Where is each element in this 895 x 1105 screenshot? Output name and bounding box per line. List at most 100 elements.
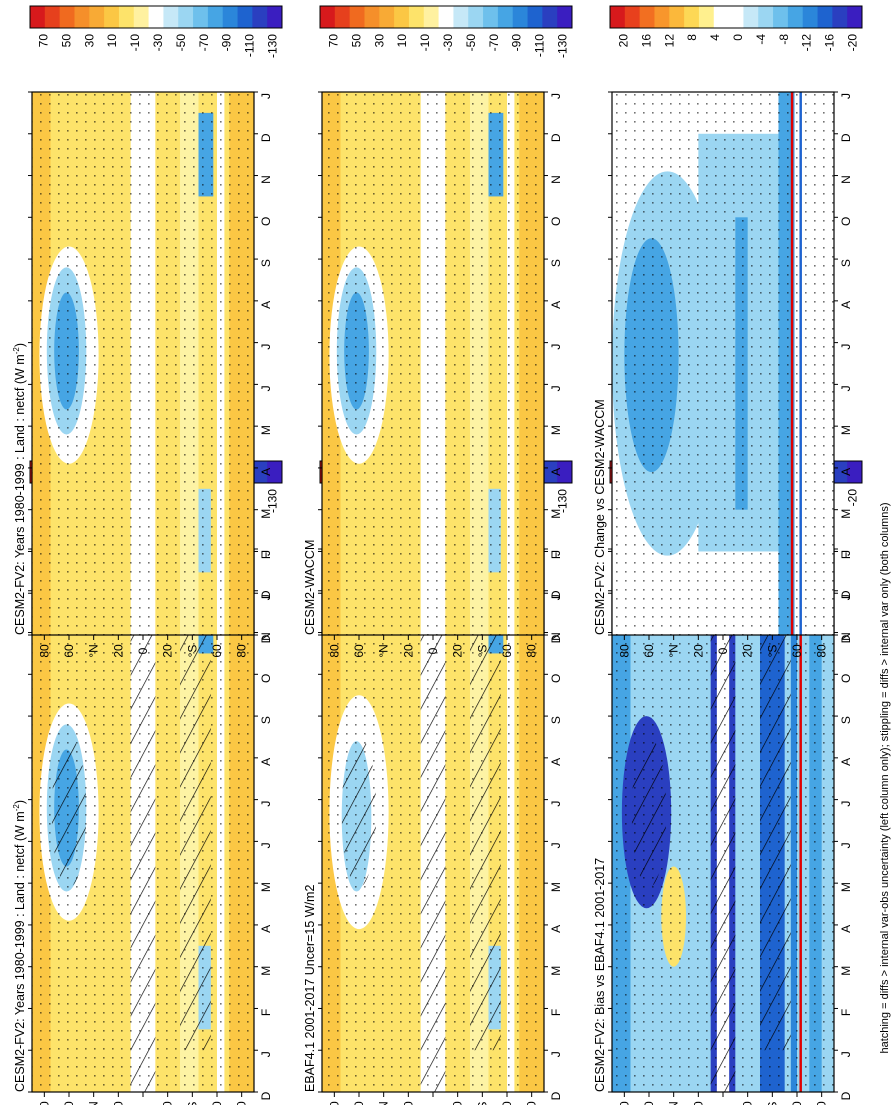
lat-tick-label: 60 bbox=[500, 1101, 514, 1105]
month-tick-label: S bbox=[259, 716, 273, 724]
lat-tick-label: 60 bbox=[642, 644, 656, 658]
colorbar-cell bbox=[74, 6, 89, 28]
month-tick-label: J bbox=[839, 842, 853, 848]
month-tick-label: F bbox=[259, 1009, 273, 1016]
figure: 80 60 °N 20 0 20 °S 60 80 D J F M A M J J A S O N D J CESM2-FV2… bbox=[0, 0, 895, 1105]
month-tick-label: J bbox=[549, 1051, 563, 1057]
colorbar-cell bbox=[320, 6, 335, 28]
lat-tick-label: 80 bbox=[37, 1101, 51, 1105]
lat-tick-label: 20 bbox=[401, 644, 415, 658]
colorbar-label: 8 bbox=[685, 34, 699, 41]
colorbar-cell bbox=[178, 6, 193, 28]
colorbar-cell bbox=[699, 6, 714, 28]
lat-tick-label: °S bbox=[185, 1102, 199, 1105]
month-tick-label: O bbox=[259, 674, 273, 683]
colorbar-cell bbox=[238, 6, 253, 28]
month-tick-label: S bbox=[839, 259, 853, 267]
colorbar-cell bbox=[208, 6, 223, 28]
colorbar-label: -110 bbox=[243, 34, 257, 57]
lat-tick-label: 20 bbox=[161, 644, 175, 658]
hatch-overlay bbox=[342, 737, 377, 887]
colorbar-label: 30 bbox=[372, 34, 386, 48]
lat-tick-label: 80 bbox=[525, 644, 539, 658]
colorbar-label: 30 bbox=[82, 34, 96, 48]
colorbar-cell bbox=[743, 6, 758, 28]
colorbar-label: -50 bbox=[174, 34, 188, 52]
month-tick-label: N bbox=[839, 175, 853, 184]
month-tick-label: O bbox=[839, 674, 853, 683]
month-tick-label: M bbox=[549, 509, 563, 519]
colorbar-label: 10 bbox=[395, 34, 409, 48]
colorbar-cell bbox=[267, 6, 282, 28]
month-tick-label: D bbox=[549, 634, 563, 643]
month-tick-label: S bbox=[839, 716, 853, 724]
colorbar-cell bbox=[714, 6, 729, 28]
month-tick-label: M bbox=[549, 425, 563, 435]
panel-title: CESM2-FV2: Years 1980-1999 : Land : netc… bbox=[12, 800, 27, 1092]
month-tick-label: J bbox=[839, 385, 853, 391]
colorbar-label: 50 bbox=[349, 34, 363, 48]
colorbar-label: 70 bbox=[36, 34, 50, 48]
lat-tick-label: 80 bbox=[235, 644, 249, 658]
panel_d-chart: 80 60 °N 20 0 20 °S 60 80DJFMAMJJASONDJCESM2-WAC… bbox=[303, 6, 572, 658]
lat-tick-label: 60 bbox=[500, 644, 514, 658]
colorbar-label: 16 bbox=[639, 34, 653, 48]
month-tick-label: A bbox=[549, 925, 563, 933]
month-tick-label: O bbox=[549, 217, 563, 226]
month-tick-label: J bbox=[259, 842, 273, 848]
month-tick-label: A bbox=[259, 468, 273, 476]
hatch-overlay bbox=[632, 737, 667, 887]
colorbar-label: 20 bbox=[616, 34, 630, 48]
month-tick-label: J bbox=[549, 842, 563, 848]
month-tick-label: A bbox=[839, 468, 853, 476]
colorbar-label: -16 bbox=[823, 34, 837, 52]
month-tick-label: D bbox=[259, 634, 273, 643]
colorbar-cell bbox=[424, 6, 439, 28]
lat-tick-label: 60 bbox=[210, 1101, 224, 1105]
colorbar-cell bbox=[350, 6, 365, 28]
month-tick-label: D bbox=[259, 133, 273, 142]
lat-tick-label: 80 bbox=[327, 644, 341, 658]
month-tick-label: J bbox=[259, 344, 273, 350]
month-tick-label: M bbox=[549, 966, 563, 976]
lat-tick-label: 60 bbox=[62, 1101, 76, 1105]
colorbar-cell bbox=[654, 6, 669, 28]
colorbar-cell bbox=[30, 6, 45, 28]
month-tick-label: J bbox=[549, 385, 563, 391]
colorbar-cell bbox=[788, 6, 803, 28]
month-tick-label: S bbox=[549, 259, 563, 267]
colorbar-cell bbox=[669, 6, 684, 28]
month-tick-label: M bbox=[259, 966, 273, 976]
month-tick-label: J bbox=[259, 594, 273, 600]
colorbar-cell bbox=[803, 6, 818, 28]
panel-title: EBAF4.1 2001-2017 Uncer=15 W/m2 bbox=[303, 885, 317, 1092]
lat-tick-label: 0 bbox=[426, 647, 440, 654]
lat-tick-label: °S bbox=[765, 1102, 779, 1105]
month-tick-label: J bbox=[259, 93, 273, 99]
colorbar-cell bbox=[60, 6, 75, 28]
month-tick-label: F bbox=[549, 1009, 563, 1016]
lat-tick-label: 60 bbox=[62, 644, 76, 658]
colorbar-label: -4 bbox=[754, 34, 768, 45]
colorbar-label: 4 bbox=[708, 34, 722, 41]
colorbar-label: -8 bbox=[777, 34, 791, 45]
colorbar-cell bbox=[252, 6, 267, 28]
lat-tick-label: °N bbox=[377, 1101, 391, 1105]
month-tick-label: J bbox=[549, 801, 563, 807]
lat-tick-label: 80 bbox=[815, 1101, 829, 1105]
lat-tick-label: 60 bbox=[790, 1101, 804, 1105]
month-tick-label: O bbox=[839, 217, 853, 226]
month-tick-label: J bbox=[259, 1051, 273, 1057]
colorbar-label: -110 bbox=[533, 34, 547, 57]
panel-title: CESM2-FV2: Bias vs EBAF4.1 2001-2017 bbox=[593, 858, 607, 1092]
lat-tick-label: 80 bbox=[525, 1101, 539, 1105]
colorbar: 201612840-4-8-12-16-20 bbox=[610, 6, 862, 51]
colorbar-cell bbox=[394, 6, 409, 28]
panel-title: CESM2-FV2: Years 1980-1999 : Land : netc… bbox=[12, 343, 27, 635]
month-tick-label: M bbox=[839, 882, 853, 892]
lat-tick-label: 60 bbox=[790, 644, 804, 658]
month-tick-label: A bbox=[549, 301, 563, 309]
colorbar-label: -70 bbox=[197, 34, 211, 52]
colorbar-label: -90 bbox=[510, 34, 524, 52]
month-tick-label: F bbox=[259, 552, 273, 559]
